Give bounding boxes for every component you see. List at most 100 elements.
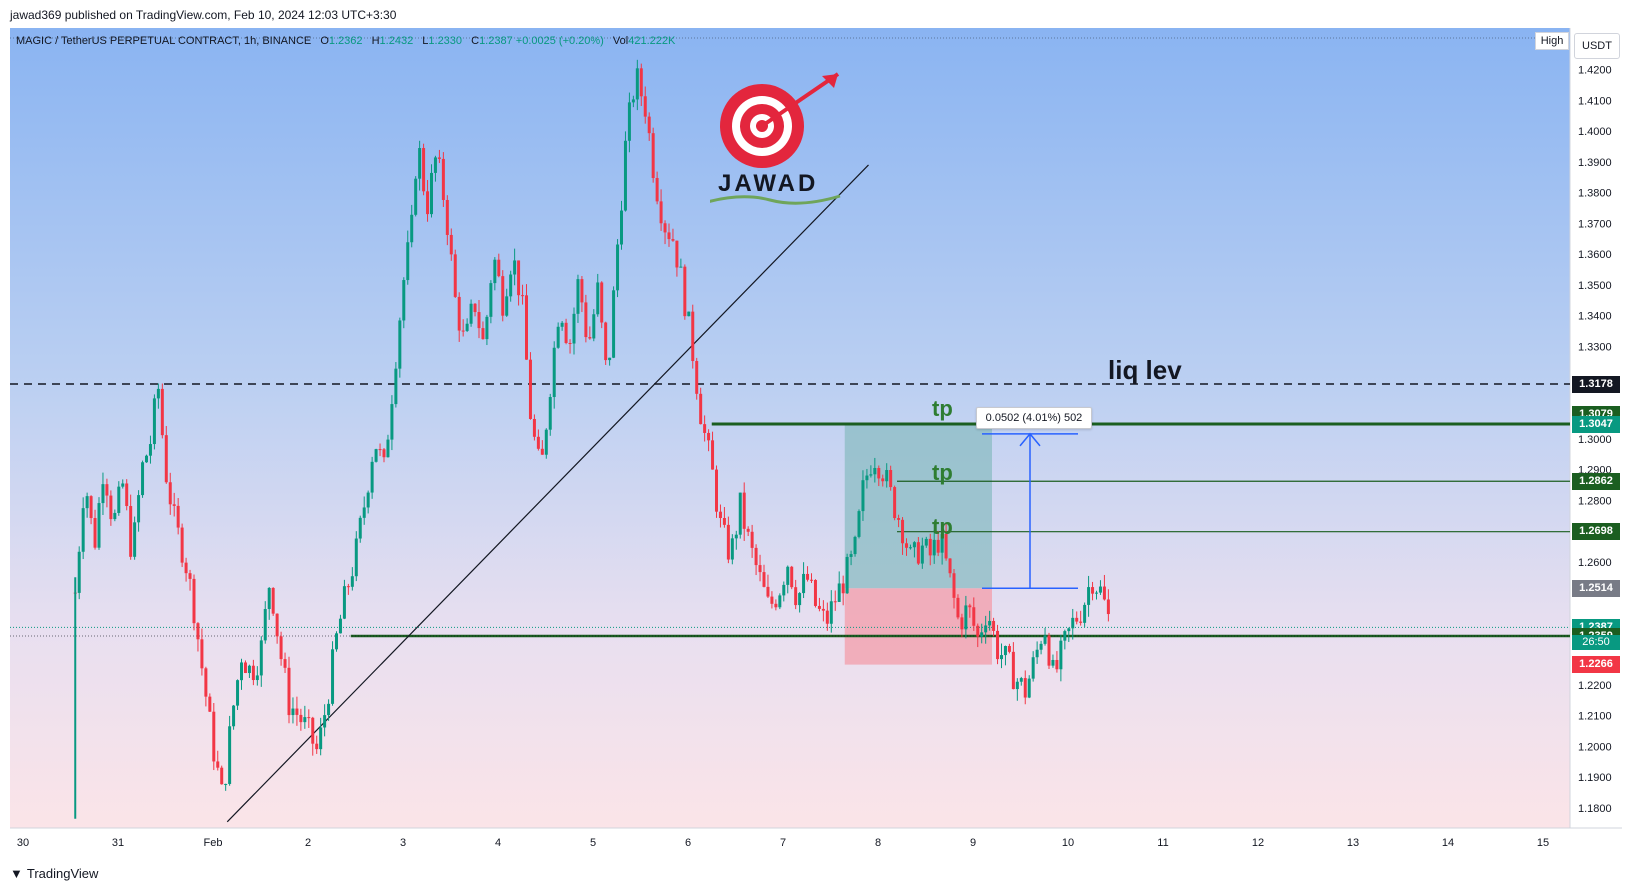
candle-body bbox=[881, 478, 885, 482]
candle-body bbox=[572, 313, 576, 344]
candle-body bbox=[687, 311, 691, 317]
candle-body bbox=[426, 191, 430, 215]
candle-body bbox=[172, 504, 176, 506]
candle-body bbox=[738, 492, 742, 535]
x-tick-label: 10 bbox=[1062, 837, 1074, 849]
candle-body bbox=[972, 607, 976, 626]
candle-body bbox=[821, 608, 825, 611]
y-tick-label: 1.3000 bbox=[1578, 434, 1612, 446]
candle-body bbox=[532, 418, 536, 437]
candle-body bbox=[932, 539, 936, 556]
candle-body bbox=[786, 566, 790, 585]
candle-body bbox=[85, 496, 89, 509]
candle-body bbox=[291, 708, 295, 716]
candle-body bbox=[631, 99, 635, 103]
candle-body bbox=[335, 633, 338, 650]
candle-body bbox=[996, 630, 1000, 660]
candle-body bbox=[414, 178, 418, 215]
candle-body bbox=[152, 398, 156, 445]
candle-body bbox=[778, 595, 782, 608]
candle-body bbox=[592, 314, 596, 339]
candle-body bbox=[362, 507, 366, 518]
x-tick-label: 31 bbox=[112, 837, 124, 849]
legend-volume-label: Vol bbox=[612, 35, 629, 47]
candle-body bbox=[477, 312, 481, 329]
legend-symbol: MAGIC / TetherUS PERPETUAL CONTRACT, 1h,… bbox=[16, 35, 312, 47]
candle-body bbox=[525, 295, 528, 360]
candle-body bbox=[513, 260, 517, 275]
candle-body bbox=[893, 487, 897, 519]
x-tick-label: 11 bbox=[1157, 837, 1168, 849]
high-button[interactable]: High bbox=[1535, 32, 1569, 50]
candle-body bbox=[1027, 678, 1031, 698]
candle-body bbox=[208, 696, 212, 712]
candle-body bbox=[810, 579, 813, 581]
candle-body bbox=[952, 573, 956, 598]
candle-body bbox=[501, 276, 505, 316]
candle-body bbox=[247, 665, 251, 674]
measure-arrowhead bbox=[1019, 432, 1041, 447]
candle-body bbox=[346, 586, 350, 588]
candle-body bbox=[509, 274, 513, 297]
candle-body bbox=[707, 432, 711, 441]
x-tick-label: 4 bbox=[495, 837, 501, 849]
candle-body bbox=[259, 640, 263, 676]
currency-button[interactable]: USDT bbox=[1574, 33, 1620, 59]
candle-body bbox=[675, 240, 679, 268]
candle-body bbox=[984, 625, 988, 633]
candle-body bbox=[659, 201, 663, 224]
y-tick-label: 1.2800 bbox=[1578, 495, 1612, 507]
candle-body bbox=[263, 609, 267, 641]
candle-body bbox=[715, 469, 718, 512]
candle-body bbox=[232, 705, 236, 727]
candle-body bbox=[718, 511, 722, 518]
candle-body bbox=[77, 551, 81, 593]
candle-body bbox=[505, 296, 509, 316]
price-axis-label: 1.2266 bbox=[1572, 656, 1620, 674]
candle-body bbox=[1083, 604, 1087, 623]
candle-body bbox=[188, 573, 192, 579]
candle-body bbox=[224, 783, 228, 785]
symbol-legend: MAGIC / TetherUS PERPETUAL CONTRACT, 1h,… bbox=[16, 35, 675, 47]
candle-body bbox=[101, 484, 105, 504]
candle-body bbox=[1071, 617, 1075, 629]
candle-body bbox=[600, 282, 604, 323]
candle-body bbox=[691, 311, 695, 362]
y-tick-label: 1.3600 bbox=[1578, 249, 1612, 261]
x-tick-label: 15 bbox=[1537, 837, 1549, 849]
legend-open: 1.2362 bbox=[328, 35, 363, 47]
candle-body bbox=[453, 254, 457, 297]
candle-body bbox=[730, 538, 734, 560]
candle-body bbox=[251, 665, 255, 681]
candle-body bbox=[497, 259, 501, 277]
candle-body bbox=[837, 583, 841, 602]
price-axis-label: 1.2514 bbox=[1572, 579, 1620, 597]
candle-body bbox=[568, 342, 572, 344]
y-tick-label: 1.4200 bbox=[1578, 65, 1612, 77]
candle-body bbox=[164, 435, 168, 483]
candle-body bbox=[243, 662, 247, 674]
candle-body bbox=[295, 708, 299, 715]
candle-body bbox=[350, 576, 354, 587]
candle-body bbox=[528, 359, 532, 419]
candle-body bbox=[754, 547, 758, 566]
candle-body bbox=[564, 322, 568, 343]
price-axis-label: 1.3047 bbox=[1572, 415, 1620, 433]
candle-body bbox=[924, 538, 928, 546]
legend-low-label: L bbox=[422, 35, 429, 47]
candle-body bbox=[406, 242, 410, 281]
candle-body bbox=[212, 711, 216, 762]
candle-body bbox=[236, 680, 240, 706]
candle-body bbox=[916, 542, 920, 564]
candle-body bbox=[580, 279, 584, 303]
candle-body bbox=[485, 316, 489, 340]
candle-body bbox=[806, 573, 810, 580]
price-axis-label: 1.3178 bbox=[1572, 375, 1620, 393]
candle-body bbox=[612, 290, 616, 358]
candle-body bbox=[449, 234, 453, 255]
candle-body bbox=[441, 158, 445, 200]
candle-body bbox=[556, 326, 560, 348]
candle-body bbox=[604, 322, 608, 361]
candle-body bbox=[204, 668, 208, 697]
